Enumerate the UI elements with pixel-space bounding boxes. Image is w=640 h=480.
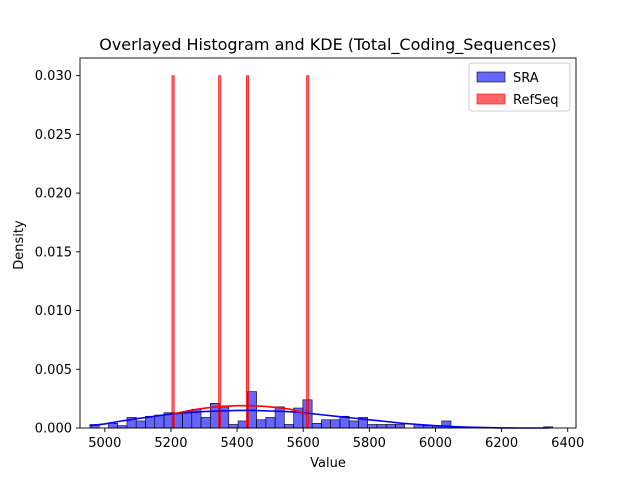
sra-bar	[135, 420, 146, 429]
refseq-bar	[218, 75, 222, 429]
x-axis-label: Value	[310, 456, 346, 471]
x-tick-label: 5000	[88, 436, 121, 451]
x-tick-label: 5800	[353, 436, 386, 451]
legend-label-refseq: RefSeq	[513, 93, 559, 108]
y-tick-label: 0.005	[35, 363, 72, 378]
sra-kde-line	[89, 409, 550, 429]
y-tick-label: 0.025	[35, 128, 72, 143]
y-axis-label: Density	[12, 220, 27, 270]
sra-bar	[154, 414, 165, 429]
y-tick-label: 0.015	[35, 245, 72, 260]
sra-bar	[395, 424, 406, 429]
y-axis: 0.000 0.005 0.010 0.015 0.020 0.025 0.030	[35, 69, 80, 437]
sra-bar	[330, 419, 341, 429]
sra-bar	[274, 406, 285, 429]
y-tick-label: 0.030	[35, 69, 72, 84]
sra-bar	[228, 424, 239, 429]
x-tick-label: 5600	[287, 436, 320, 451]
sra-bar	[311, 423, 322, 429]
y-tick-label: 0.020	[35, 187, 72, 202]
x-tick-label: 5400	[221, 436, 254, 451]
sra-bar	[256, 419, 267, 429]
sra-bar	[321, 419, 331, 429]
legend-label-sra: SRA	[513, 71, 539, 86]
refseq-bar	[171, 75, 175, 429]
refseq-bar	[246, 75, 249, 429]
sra-bar	[172, 412, 183, 429]
sra-bar	[237, 420, 248, 429]
sra-bar	[376, 424, 387, 429]
refseq-kde-line	[173, 404, 309, 416]
x-axis: 5000 5200 5400 5600 5800 6000 6200 6400	[88, 428, 584, 451]
legend: SRA RefSeq	[468, 62, 571, 112]
x-tick-label: 6000	[419, 436, 452, 451]
x-tick-label: 5200	[154, 436, 187, 451]
sra-bar	[348, 420, 359, 429]
x-tick-label: 6200	[485, 436, 518, 451]
sra-bar	[265, 417, 276, 429]
x-tick-label: 6400	[551, 436, 584, 451]
legend-swatch-sra	[476, 71, 506, 83]
y-tick-label: 0.000	[35, 422, 72, 437]
refseq-bar	[306, 75, 310, 429]
plot-area	[79, 57, 577, 429]
sra-bar	[367, 424, 378, 429]
sra-bar	[200, 417, 211, 429]
y-tick-label: 0.010	[35, 304, 72, 319]
sra-bar	[385, 424, 396, 429]
chart-title: Overlayed Histogram and KDE (Total_Codin…	[99, 35, 557, 55]
sra-bar	[108, 423, 118, 429]
axes-frame	[79, 57, 577, 429]
legend-swatch-refseq	[476, 93, 506, 105]
sra-bar	[182, 411, 193, 429]
sra-bar	[284, 424, 294, 429]
